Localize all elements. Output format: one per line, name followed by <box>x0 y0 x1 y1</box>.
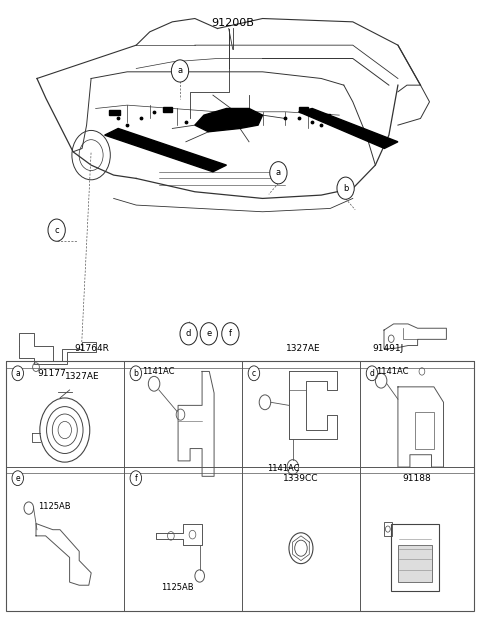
Circle shape <box>12 471 24 486</box>
Polygon shape <box>105 128 227 172</box>
Text: 1141AC: 1141AC <box>376 367 409 376</box>
Text: 1125AB: 1125AB <box>161 582 194 592</box>
Text: 91177: 91177 <box>37 369 66 378</box>
Text: f: f <box>134 474 137 482</box>
Text: e: e <box>206 329 211 338</box>
Text: c: c <box>252 369 256 378</box>
Text: 91200B: 91200B <box>211 18 254 28</box>
Circle shape <box>130 366 142 381</box>
Text: d: d <box>186 329 192 338</box>
Circle shape <box>337 177 354 199</box>
Text: d: d <box>370 369 374 378</box>
Circle shape <box>180 323 197 345</box>
Text: a: a <box>15 369 20 378</box>
Text: 91764R: 91764R <box>74 344 109 353</box>
Bar <box>415 412 434 449</box>
FancyBboxPatch shape <box>163 107 172 112</box>
Polygon shape <box>195 109 263 132</box>
Circle shape <box>222 323 239 345</box>
FancyBboxPatch shape <box>321 115 330 118</box>
Bar <box>384 522 392 536</box>
Circle shape <box>248 366 260 381</box>
Text: 1125AB: 1125AB <box>38 502 71 511</box>
Text: b: b <box>133 369 138 378</box>
Circle shape <box>171 60 189 82</box>
Polygon shape <box>299 109 398 149</box>
Text: 91188: 91188 <box>403 474 432 482</box>
Text: b: b <box>343 184 348 193</box>
Circle shape <box>130 471 142 486</box>
FancyBboxPatch shape <box>299 107 308 112</box>
Text: a: a <box>178 67 182 75</box>
Text: 1327AE: 1327AE <box>65 372 99 381</box>
Circle shape <box>200 323 217 345</box>
Text: 1327AE: 1327AE <box>286 344 320 353</box>
Circle shape <box>12 366 24 381</box>
Text: a: a <box>276 168 281 177</box>
Text: 1141AC: 1141AC <box>267 464 300 473</box>
Bar <box>398 545 432 582</box>
Text: 1141AC: 1141AC <box>142 367 175 376</box>
Text: 1339CC: 1339CC <box>283 474 319 482</box>
Text: e: e <box>15 474 20 482</box>
Text: 91491J: 91491J <box>372 344 403 353</box>
Bar <box>6 361 474 611</box>
Circle shape <box>48 219 65 241</box>
Text: f: f <box>229 329 232 338</box>
FancyBboxPatch shape <box>109 110 120 115</box>
Text: c: c <box>54 226 59 234</box>
Circle shape <box>366 366 378 381</box>
Circle shape <box>270 162 287 184</box>
Bar <box>391 523 439 591</box>
